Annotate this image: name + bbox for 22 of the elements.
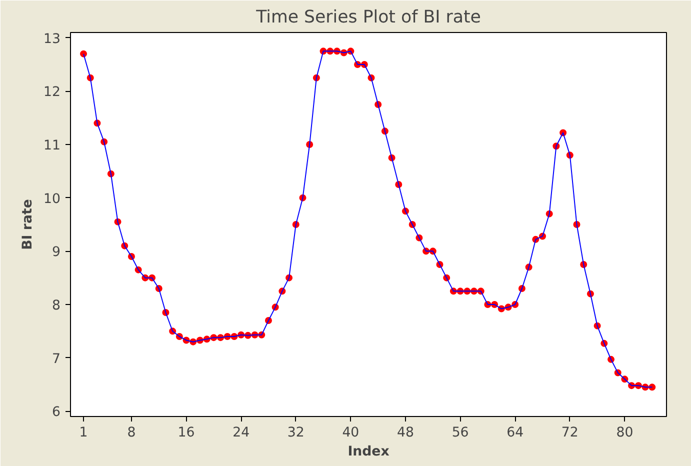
y-tick-label: 10	[44, 192, 61, 207]
x-tick-label: 64	[506, 426, 524, 440]
y-axis-title: BI rate	[20, 199, 36, 250]
y-tick-label: 6	[52, 405, 61, 420]
y-tick-label: 7	[52, 352, 61, 367]
x-tick-label: 48	[397, 426, 414, 440]
x-tick-label: 24	[232, 426, 250, 440]
x-tick-label: 8	[127, 426, 136, 440]
y-tick-label: 11	[44, 138, 61, 154]
chart-title: Time Series Plot of BI rate	[255, 8, 481, 28]
x-axis-title: Index	[348, 444, 390, 460]
x-tick-label: 80	[616, 426, 634, 440]
x-tick-label: 1	[79, 426, 88, 440]
y-tick-label: 12	[44, 85, 61, 100]
x-tick-label: 16	[178, 426, 195, 440]
y-tick-label: 13	[44, 32, 61, 47]
x-tick-label: 56	[452, 426, 469, 440]
x-tick-label: 32	[287, 426, 304, 440]
y-tick-label: 9	[52, 245, 61, 260]
x-tick-label: 72	[561, 426, 578, 440]
y-tick-label: 8	[52, 298, 61, 314]
x-tick-label: 40	[342, 426, 360, 440]
